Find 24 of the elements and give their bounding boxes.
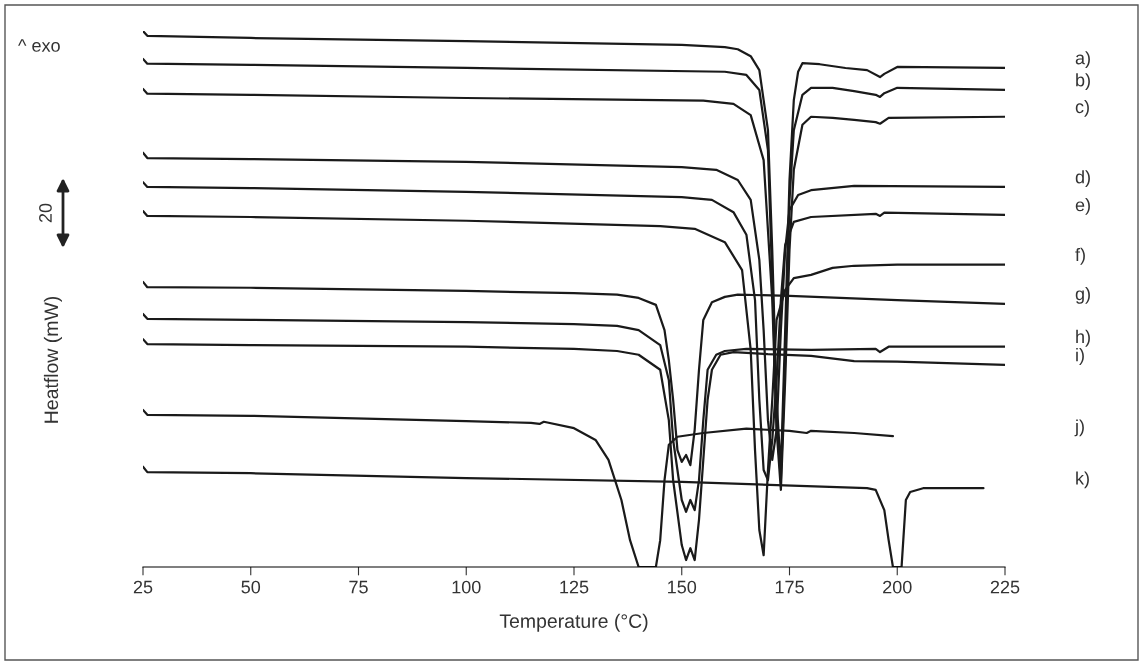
text: c) [1075,99,1089,117]
text: g) [1075,286,1090,304]
text: 20 [39,203,52,223]
text: d) [1075,170,1090,187]
text: e) [1075,198,1090,215]
text: f) [1075,247,1085,265]
x-tick-label: 200 [883,580,912,594]
x-tick-label: 150 [668,580,697,594]
text: a) [1075,51,1090,68]
text: i) [1076,348,1084,365]
text: k) [1076,471,1089,489]
text: b) [1076,73,1090,90]
text: h) [1076,329,1090,347]
x-tick-label: 125 [560,580,589,594]
x-tick-label: 100 [452,580,481,594]
x-tick-label: 75 [349,580,368,594]
text: j) [1074,419,1084,437]
x-tick-label: 225 [990,580,1020,594]
x-tick-label: 25 [133,580,153,594]
x-tick-label: 175 [775,580,804,594]
text: ^ exo [18,39,60,52]
x-tick-label: 50 [241,580,261,594]
x-axis-title: Temperature (°C) [499,613,648,632]
y-axis-title: Heatflow (mW) [43,296,62,423]
